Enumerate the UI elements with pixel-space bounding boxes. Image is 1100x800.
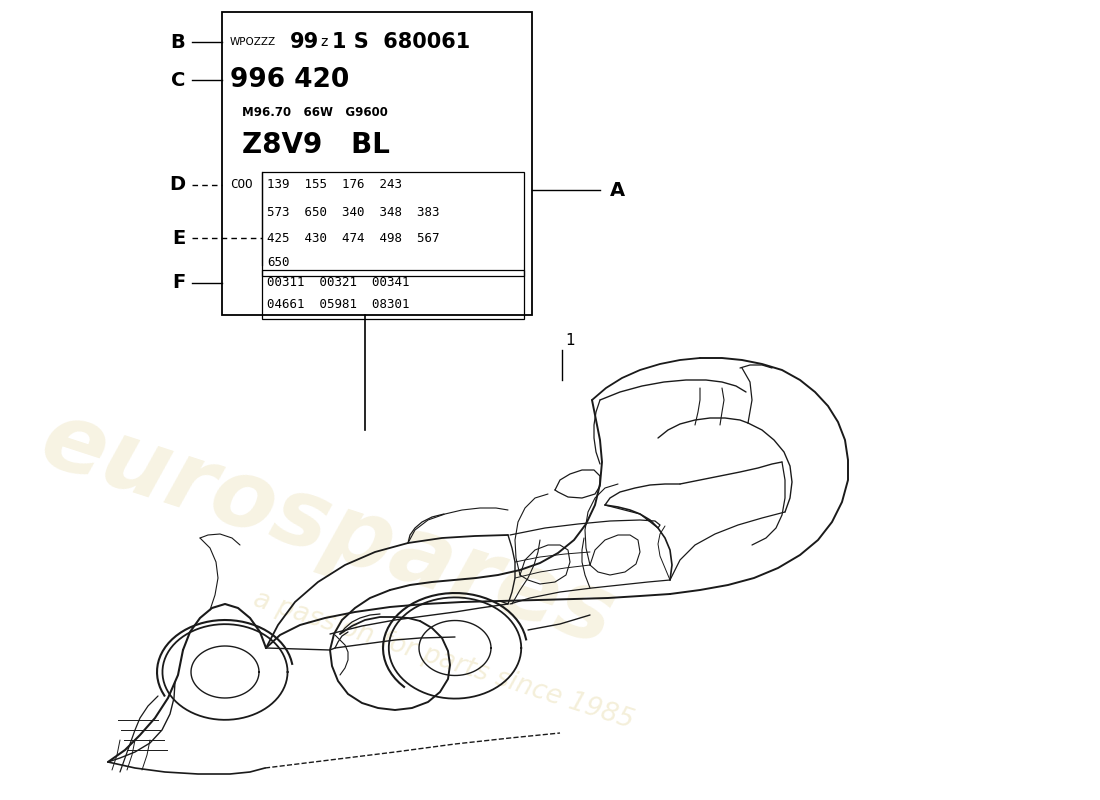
Text: 1 S  680061: 1 S 680061 [332,32,471,52]
Text: z: z [320,35,328,49]
Text: 425  430  474  498  567: 425 430 474 498 567 [267,231,440,245]
Text: M96.70   66W   G9600: M96.70 66W G9600 [242,106,388,118]
Text: D: D [169,175,185,194]
Text: 00311  00321  00341: 00311 00321 00341 [267,277,409,290]
Text: E: E [172,229,185,247]
Text: F: F [172,274,185,293]
Bar [262,270,524,319]
Text: A: A [610,181,625,199]
Text: 99: 99 [290,32,319,52]
Text: C: C [170,70,185,90]
Text: 996 420: 996 420 [230,67,350,93]
Text: 573  650  340  348  383: 573 650 340 348 383 [267,206,440,219]
Text: COO: COO [230,178,253,191]
Text: a passion for parts since 1985: a passion for parts since 1985 [250,586,637,734]
Text: 650: 650 [267,255,289,269]
Text: B: B [170,33,185,51]
Bar [262,172,524,276]
Bar [222,12,532,315]
Text: 1: 1 [565,333,574,348]
Text: WPOZZZ: WPOZZZ [230,37,276,47]
Text: eurospares: eurospares [30,394,627,666]
Text: Z8V9   BL: Z8V9 BL [242,131,389,159]
Text: 04661  05981  08301: 04661 05981 08301 [267,298,409,311]
Text: 139  155  176  243: 139 155 176 243 [267,178,402,191]
